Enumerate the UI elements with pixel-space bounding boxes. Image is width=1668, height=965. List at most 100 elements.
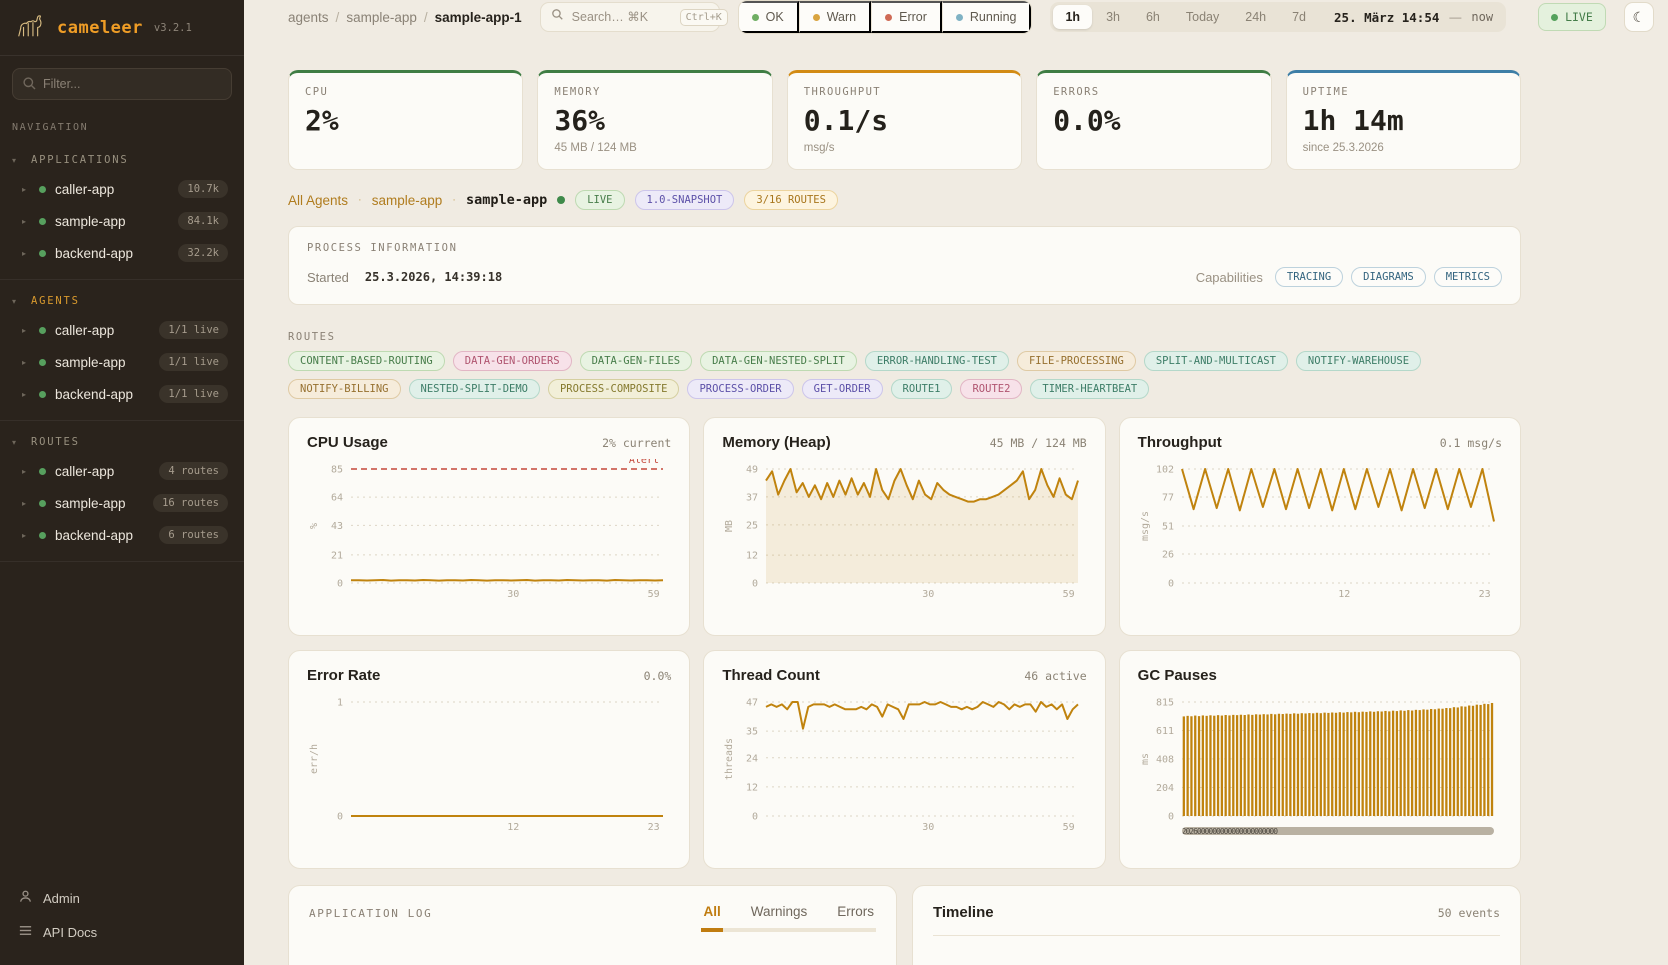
agent-link-sample-app[interactable]: sample-app — [371, 192, 443, 208]
application-log-title: APPLICATION LOG — [309, 907, 433, 920]
agent-badge-1-0-snapshot: 1.0-SNAPSHOT — [634, 190, 735, 210]
live-badge[interactable]: LIVE — [1538, 3, 1606, 31]
route-chip-error-handling-test[interactable]: ERROR-HANDLING-TEST — [864, 351, 1009, 371]
time-range-today[interactable]: Today — [1174, 5, 1231, 29]
time-range-24h[interactable]: 24h — [1233, 5, 1278, 29]
metric-card-cpu[interactable]: CPU 2% — [288, 70, 524, 170]
time-range-7d[interactable]: 7d — [1280, 5, 1318, 29]
route-chip-data-gen-nested-split[interactable]: DATA-GEN-NESTED-SPLIT — [700, 351, 857, 371]
api-docs-icon — [18, 923, 33, 941]
search-icon — [22, 76, 37, 96]
breadcrumb-item-sample-app[interactable]: sample-app — [346, 9, 417, 25]
capability-badge-diagrams: DIAGRAMS — [1351, 267, 1426, 287]
breadcrumb-item-agents[interactable]: agents — [288, 9, 329, 25]
chart-header: CPU Usage 2% current — [307, 434, 671, 451]
sidebar-item-sample-app[interactable]: ▸ sample-app 1/1 live — [0, 346, 244, 378]
svg-text:25: 25 — [746, 520, 758, 531]
sidebar-item-backend-app[interactable]: ▸ backend-app 1/1 live — [0, 378, 244, 410]
navigation-label: NAVIGATION — [12, 122, 89, 133]
route-chip-data-gen-files[interactable]: DATA-GEN-FILES — [579, 351, 693, 371]
status-filter-ok[interactable]: OK — [738, 1, 799, 33]
sidebar-item-caller-app[interactable]: ▸ caller-app 4 routes — [0, 455, 244, 487]
route-chip-route1[interactable]: ROUTE1 — [890, 379, 953, 399]
metric-card-throughput[interactable]: THROUGHPUT 0.1/s msg/s — [786, 70, 1023, 170]
sidebar-item-caller-app[interactable]: ▸ caller-app 1/1 live — [0, 314, 244, 346]
breadcrumb-item-sample-app-1[interactable]: sample-app-1 — [434, 9, 522, 25]
agent-current-name: sample-app — [465, 192, 548, 208]
timeline-card: Timeline 50 events — [912, 885, 1521, 965]
sidebar-item-caller-app[interactable]: ▸ caller-app 10.7k — [0, 173, 244, 205]
metric-card-errors[interactable]: ERRORS 0.0% — [1036, 70, 1272, 170]
svg-text:12: 12 — [746, 782, 758, 793]
status-filter-warn[interactable]: Warn — [798, 1, 872, 33]
footer-item-api-docs[interactable]: API Docs — [0, 915, 244, 949]
route-chip-data-gen-orders[interactable]: DATA-GEN-ORDERS — [452, 351, 572, 371]
metric-value: 2% — [305, 104, 339, 137]
chevron-right-icon: ▸ — [22, 389, 27, 399]
sidebar-item-label: backend-app — [55, 245, 134, 261]
route-chip-content-based-routing[interactable]: CONTENT-BASED-ROUTING — [288, 351, 445, 371]
metric-card-uptime[interactable]: UPTIME 1h 14m since 25.3.2026 — [1285, 70, 1521, 170]
chart-svg-throughput: 0 26 51 77 102 msg/s 12 23 — [1140, 465, 1495, 600]
chart-header: GC Pauses — [1138, 667, 1502, 684]
status-dot-icon — [812, 13, 820, 21]
capability-badge-tracing: TRACING — [1274, 267, 1344, 287]
chevron-right-icon: ▸ — [22, 216, 27, 226]
route-chip-route2[interactable]: ROUTE2 — [960, 379, 1023, 399]
route-chip-get-order[interactable]: GET-ORDER — [801, 379, 883, 399]
time-range-now[interactable]: now — [1471, 10, 1494, 24]
theme-toggle-button[interactable]: ☾ — [1623, 2, 1654, 32]
started-value: 25.3.2026, 14:39:18 — [364, 270, 503, 284]
chart-scrollbar[interactable]: 2026000000000000000000000 — [1181, 827, 1494, 835]
chart-current-value: 0.1 msg/s — [1439, 436, 1502, 450]
route-chip-timer-heartbeat[interactable]: TIMER-HEARTBEAT — [1030, 379, 1150, 399]
tab-all[interactable]: All — [701, 904, 723, 932]
sidebar-group-header-agents[interactable]: ▾ AGENTS — [0, 288, 244, 314]
footer-item-admin[interactable]: Admin — [0, 881, 244, 915]
logo-row[interactable]: cameleer v3.2.1 — [0, 0, 244, 56]
time-range-6h[interactable]: 6h — [1134, 5, 1172, 29]
status-dot-icon — [885, 13, 893, 21]
route-chip-split-and-multicast[interactable]: SPLIT-AND-MULTICAST — [1143, 351, 1288, 371]
svg-text:35: 35 — [746, 727, 758, 738]
sidebar-group-label: APPLICATIONS — [31, 154, 129, 166]
route-chip-nested-split-demo[interactable]: NESTED-SPLIT-DEMO — [408, 379, 540, 399]
metric-card-memory[interactable]: MEMORY 36% 45 MB / 124 MB — [537, 70, 773, 170]
route-chip-process-composite[interactable]: PROCESS-COMPOSITE — [547, 379, 680, 399]
status-filter-label: OK — [765, 10, 784, 24]
chevron-right-icon: ▸ — [22, 248, 27, 258]
svg-text:21: 21 — [331, 550, 343, 561]
chevron-right-icon: ▸ — [22, 184, 27, 194]
sidebar-filter — [12, 68, 232, 100]
chevron-down-icon: ▾ — [12, 296, 17, 306]
chevron-right-icon: ▸ — [22, 357, 27, 367]
svg-text:30: 30 — [923, 589, 935, 600]
status-filter-error[interactable]: Error — [871, 1, 942, 33]
route-chip-file-processing[interactable]: FILE-PROCESSING — [1016, 351, 1136, 371]
chart-svg-cpu-usage: 0 21 43 64 85% Alert 30 59 — [309, 455, 664, 600]
sidebar-item-sample-app[interactable]: ▸ sample-app 16 routes — [0, 487, 244, 519]
tab-errors[interactable]: Errors — [835, 904, 876, 932]
time-range-1h[interactable]: 1h — [1053, 5, 1093, 29]
route-chip-notify-warehouse[interactable]: NOTIFY-WAREHOUSE — [1295, 351, 1422, 371]
chevron-right-icon: ▸ — [22, 530, 27, 540]
time-range-3h[interactable]: 3h — [1094, 5, 1132, 29]
agent-link-all-agents[interactable]: All Agents — [288, 192, 349, 208]
sidebar-group-header-applications[interactable]: ▾ APPLICATIONS — [0, 147, 244, 173]
tab-warnings[interactable]: Warnings — [749, 904, 810, 932]
status-filter-running[interactable]: Running — [941, 1, 1032, 33]
sidebar-item-sample-app[interactable]: ▸ sample-app 84.1k — [0, 205, 244, 237]
search-input[interactable] — [571, 10, 672, 24]
svg-text:204: 204 — [1156, 783, 1174, 794]
status-filter-label: Warn — [826, 10, 857, 24]
route-chip-process-order[interactable]: PROCESS-ORDER — [687, 379, 794, 399]
sidebar-item-backend-app[interactable]: ▸ backend-app 32.2k — [0, 237, 244, 269]
sidebar-group-header-routes[interactable]: ▾ ROUTES — [0, 429, 244, 455]
filter-input[interactable] — [12, 68, 232, 100]
live-dot-icon — [1551, 13, 1559, 21]
admin-icon — [18, 889, 33, 907]
sidebar-item-backend-app[interactable]: ▸ backend-app 6 routes — [0, 519, 244, 551]
route-chip-notify-billing[interactable]: NOTIFY-BILLING — [288, 379, 401, 399]
time-range-date: 25. März 14:54 — [1334, 9, 1440, 25]
svg-text:59: 59 — [648, 589, 660, 600]
